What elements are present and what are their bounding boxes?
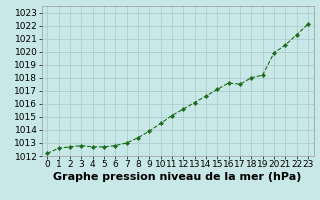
X-axis label: Graphe pression niveau de la mer (hPa): Graphe pression niveau de la mer (hPa) <box>53 172 302 182</box>
